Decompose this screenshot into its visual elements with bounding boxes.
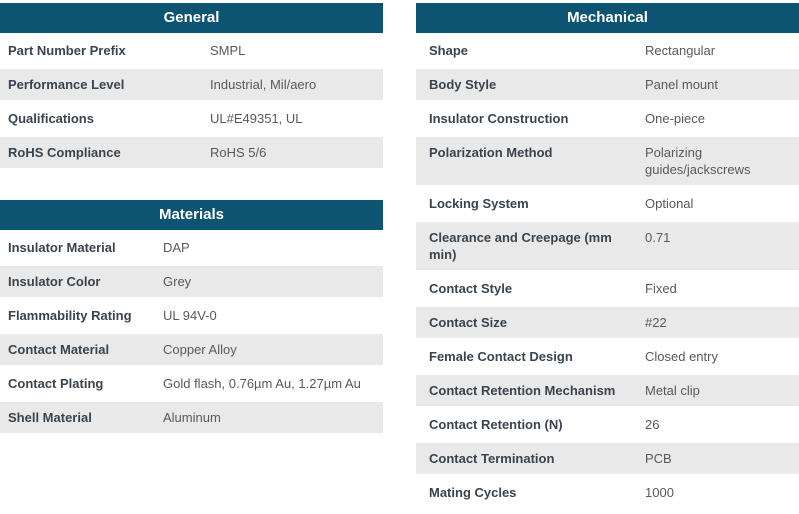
row-value: UL 94V-0 (163, 308, 217, 323)
row-label: Female Contact Design (429, 349, 573, 364)
row-value: One-piece (645, 111, 705, 126)
row-label: Locking System (429, 196, 529, 211)
row-value: Polarizing guides/jackscrews (645, 145, 751, 177)
table-row: Contact Retention Mechanism Metal clip (416, 375, 799, 406)
row-label: Contact Material (8, 342, 110, 357)
row-label: Flammability Rating (8, 308, 132, 323)
table-row: Locking System Optional (416, 188, 799, 219)
table-row: Mating Cycles 1000 (416, 477, 799, 508)
row-label: Clearance and Creepage (mm min) (429, 230, 612, 262)
row-label: RoHS Compliance (8, 145, 121, 160)
general-table-title: General (163, 9, 220, 26)
row-label: Performance Level (8, 77, 125, 92)
table-row: Flammability Rating UL 94V-0 (0, 300, 383, 331)
row-value: Rectangular (645, 43, 716, 58)
general-table: General Part Number Prefix SMPL Performa… (0, 3, 383, 168)
mechanical-table: Mechanical Shape Rectangular Body Style … (416, 3, 799, 508)
row-label: Mating Cycles (429, 485, 517, 500)
row-label: Contact Size (429, 315, 508, 330)
row-label: Body Style (429, 77, 497, 92)
table-row: Contact Termination PCB (416, 443, 799, 474)
table-row: Part Number Prefix SMPL (0, 35, 383, 66)
row-label: Insulator Construction (429, 111, 569, 126)
table-row: Contact Style Fixed (416, 273, 799, 304)
row-label: Polarization Method (429, 145, 553, 160)
row-label: Qualifications (8, 111, 94, 126)
table-row: Insulator Color Grey (0, 266, 383, 297)
row-value: RoHS 5/6 (210, 145, 267, 160)
table-row: Body Style Panel mount (416, 69, 799, 100)
row-value: Optional (645, 196, 694, 211)
materials-table-title: Materials (158, 206, 225, 223)
table-row: Female Contact Design Closed entry (416, 341, 799, 372)
row-label: Shell Material (8, 410, 92, 425)
row-value: PCB (645, 451, 672, 466)
row-value: Gold flash, 0.76µm Au, 1.27µm Au (163, 376, 361, 391)
table-row: Shape Rectangular (416, 35, 799, 66)
row-label: Contact Termination (429, 451, 555, 466)
row-label: Contact Style (429, 281, 513, 296)
row-label: Insulator Material (8, 240, 116, 255)
materials-table-header: Materials (0, 200, 383, 230)
row-label: Contact Retention Mechanism (429, 383, 616, 398)
row-value: 26 (645, 417, 660, 432)
right-column: Mechanical Shape Rectangular Body Style … (416, 3, 799, 511)
general-table-header: General (0, 3, 383, 33)
row-value: Panel mount (645, 77, 718, 92)
row-value: Copper Alloy (163, 342, 237, 357)
general-table-body: Part Number Prefix SMPL Performance Leve… (0, 35, 383, 168)
mechanical-table-header: Mechanical (416, 3, 799, 33)
row-value: Grey (163, 274, 192, 289)
row-value: 1000 (645, 485, 674, 500)
row-label: Shape (429, 43, 469, 58)
table-row: Contact Plating Gold flash, 0.76µm Au, 1… (0, 368, 383, 399)
row-label: Contact Retention (N) (429, 417, 563, 432)
row-value: Aluminum (163, 410, 221, 425)
row-label: Contact Plating (8, 376, 104, 391)
row-value: DAP (163, 240, 190, 255)
row-value: 0.71 (645, 230, 671, 245)
left-column: General Part Number Prefix SMPL Performa… (0, 3, 383, 436)
table-row: Contact Retention (N) 26 (416, 409, 799, 440)
table-row: Insulator Material DAP (0, 232, 383, 263)
row-value: Closed entry (645, 349, 718, 364)
row-value: Fixed (645, 281, 677, 296)
table-row: Shell Material Aluminum (0, 402, 383, 433)
row-value: SMPL (210, 43, 246, 58)
mechanical-table-body: Shape Rectangular Body Style Panel mount… (416, 35, 799, 508)
row-label: Part Number Prefix (8, 43, 126, 58)
row-label: Insulator Color (8, 274, 101, 289)
table-row: Clearance and Creepage (mm min) 0.71 (416, 222, 799, 270)
row-value: Metal clip (645, 383, 700, 398)
table-row: RoHS Compliance RoHS 5/6 (0, 137, 383, 168)
table-row: Polarization Method Polarizing guides/ja… (416, 137, 799, 185)
table-row: Performance Level Industrial, Mil/aero (0, 69, 383, 100)
row-value: Industrial, Mil/aero (210, 77, 317, 92)
table-row: Contact Size #22 (416, 307, 799, 338)
materials-table: Materials Insulator Material DAP Insulat… (0, 200, 383, 433)
table-row: Contact Material Copper Alloy (0, 334, 383, 365)
mechanical-table-title: Mechanical (567, 9, 648, 26)
row-value: UL#E49351, UL (210, 111, 303, 126)
table-row: Insulator Construction One-piece (416, 103, 799, 134)
row-value: #22 (645, 315, 667, 330)
table-row: Qualifications UL#E49351, UL (0, 103, 383, 134)
materials-table-body: Insulator Material DAP Insulator Color G… (0, 232, 383, 433)
